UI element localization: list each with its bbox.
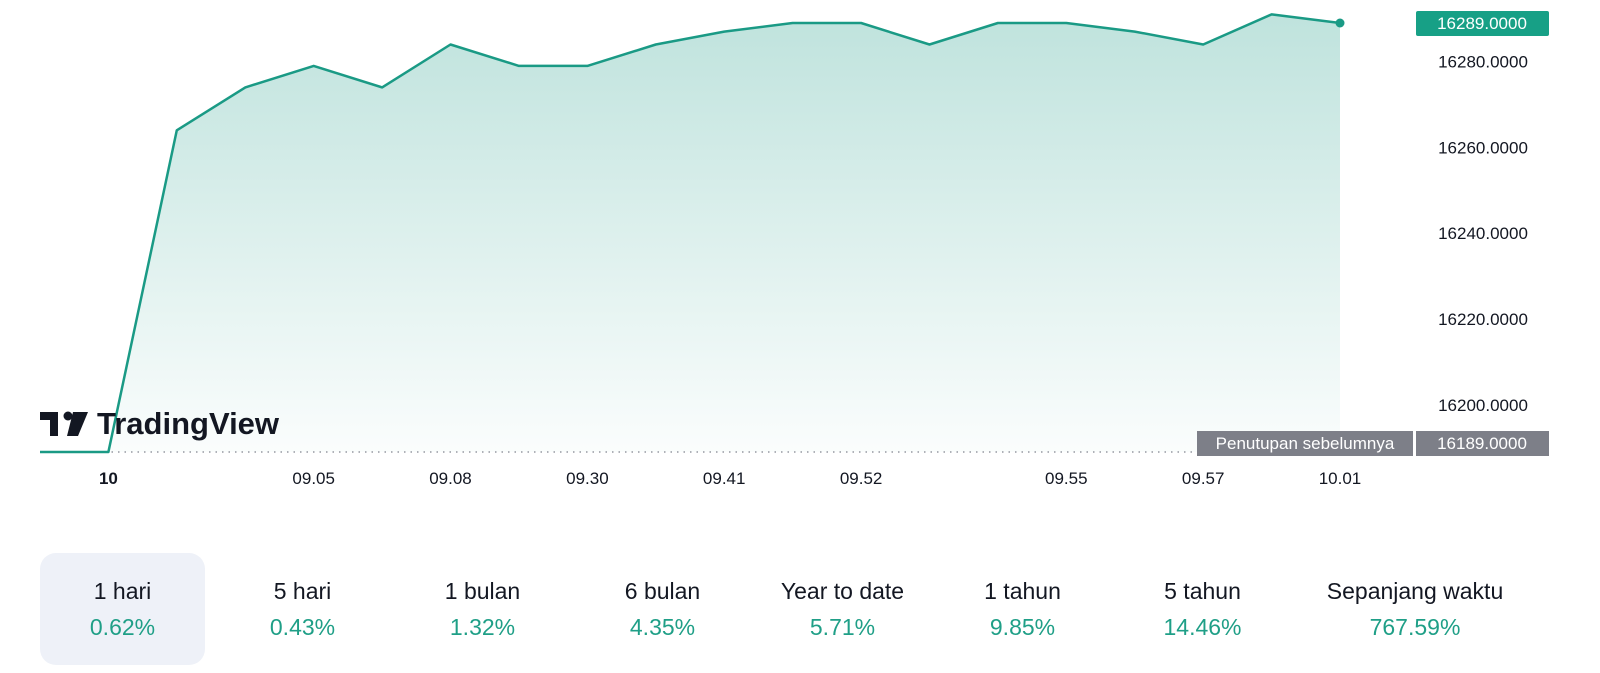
price-tick-label: 16220.0000 (1438, 310, 1528, 329)
series-line-layer (40, 13, 1345, 454)
period-label: Sepanjang waktu (1326, 578, 1504, 604)
price-tick-label: 16260.0000 (1438, 138, 1528, 157)
period-label: 5 hari (273, 578, 332, 604)
time-axis: 10 09.05 09.08 09.30 09.41 09.52 09.55 09.57 10.… (99, 469, 1361, 488)
period-change-value: 9.85% (989, 614, 1056, 640)
period-change-value: 0.43% (269, 614, 336, 640)
tradingview-logo-text: TradingView (97, 406, 280, 441)
period-change-value: 0.62% (89, 614, 156, 640)
period-change-value: 767.59% (1369, 614, 1461, 640)
period-label: 1 tahun (984, 578, 1061, 604)
price-tick-label: 16200.0000 (1438, 396, 1528, 415)
series-line (40, 13, 1341, 454)
time-tick-label: 09.55 (1045, 469, 1088, 488)
time-tick-label: 09.05 (292, 469, 335, 488)
period-button[interactable]: Sepanjang waktu 767.59% (1300, 553, 1530, 665)
price-tick-label: 16280.0000 (1438, 53, 1528, 72)
period-button[interactable]: 1 bulan 1.32% (400, 553, 565, 665)
area-fill (40, 14, 1340, 453)
price-axis: 16280.0000 16260.0000 16240.0000 16220.0000… (1438, 53, 1528, 415)
period-button[interactable]: 6 bulan 4.35% (580, 553, 745, 665)
time-tick-label: 10 (99, 469, 118, 488)
time-tick-label: 09.41 (703, 469, 746, 488)
previous-close-label: Penutupan sebelumnya (1216, 434, 1395, 453)
period-label: 6 bulan (624, 578, 701, 604)
period-button[interactable]: 5 hari 0.43% (220, 553, 385, 665)
period-label: Year to date (780, 578, 905, 604)
previous-close-tag: Penutupan sebelumnya 16189.0000 (1197, 431, 1549, 456)
time-tick-label: 09.08 (429, 469, 472, 488)
period-label: 5 tahun (1164, 578, 1241, 604)
time-tick-label: 10.01 (1319, 469, 1362, 488)
period-change-value: 5.71% (809, 614, 876, 640)
period-button[interactable]: 1 hari 0.62% (40, 553, 205, 665)
tradingview-logo-icon (40, 411, 88, 436)
period-button[interactable]: 1 tahun 9.85% (940, 553, 1105, 665)
period-selector: 1 hari 0.62% 5 hari 0.43% 1 bulan 1.32% 6 bula… (40, 553, 1580, 665)
price-tick-label: 16240.0000 (1438, 224, 1528, 243)
price-chart[interactable]: 10 09.05 09.08 09.30 09.41 09.52 09.55 09.57 10.… (0, 0, 1600, 520)
time-tick-label: 09.52 (840, 469, 883, 488)
time-tick-label: 09.30 (566, 469, 609, 488)
tradingview-logo: TradingView (40, 406, 280, 441)
period-button[interactable]: Year to date 5.71% (760, 553, 925, 665)
time-tick-label: 09.57 (1182, 469, 1225, 488)
period-change-value: 4.35% (629, 614, 696, 640)
period-change-value: 14.46% (1163, 614, 1242, 640)
last-point-marker (1335, 18, 1345, 28)
period-button[interactable]: 5 tahun 14.46% (1120, 553, 1285, 665)
current-price-tag: 16289.0000 (1416, 11, 1549, 36)
period-change-value: 1.32% (449, 614, 516, 640)
area-fill-layer (40, 14, 1340, 453)
current-price-value: 16289.0000 (1437, 14, 1527, 33)
period-label: 1 hari (93, 578, 152, 604)
previous-close-value: 16189.0000 (1437, 434, 1527, 453)
period-label: 1 bulan (444, 578, 521, 604)
